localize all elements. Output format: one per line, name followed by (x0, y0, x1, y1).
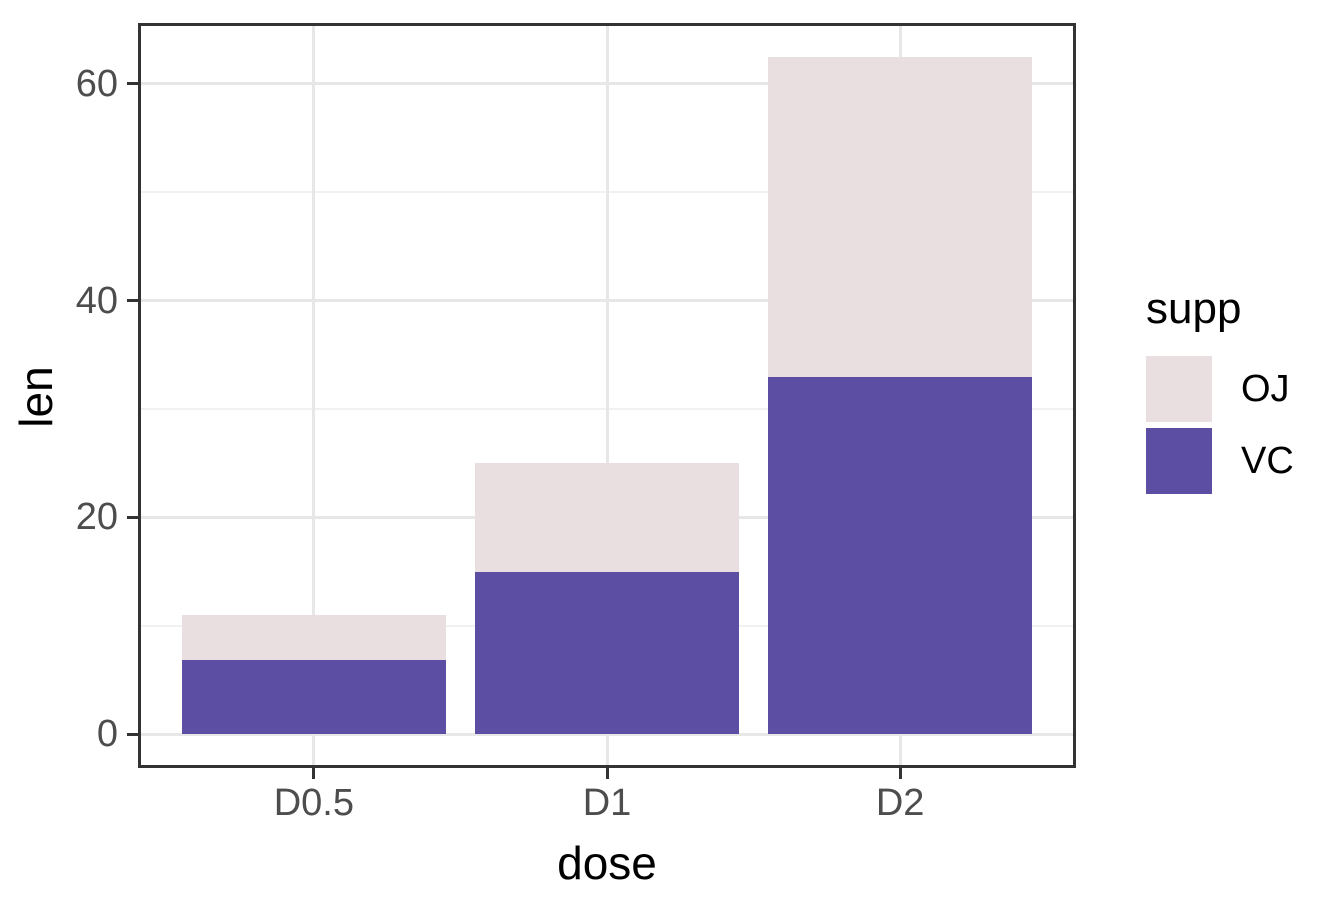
y-axis-title: len (10, 366, 62, 428)
legend: supp OJ VC (1146, 284, 1294, 500)
x-tick-label: D1 (582, 782, 632, 824)
bar-segment-oj (768, 56, 1033, 377)
legend-item-vc: VC (1146, 428, 1294, 495)
bar-segment-vc (475, 571, 739, 735)
y-tick-mark (127, 515, 138, 519)
x-tick-label: D0.5 (273, 782, 355, 824)
legend-title: supp (1146, 284, 1242, 333)
x-axis-title: dose (557, 837, 657, 889)
bar-segment-oj (181, 614, 446, 661)
bar-segment-vc (181, 660, 446, 735)
gridline-major-x (605, 23, 609, 768)
x-tick-label: D2 (875, 782, 925, 824)
x-tick-mark (312, 768, 316, 779)
bar-segment-oj (475, 463, 739, 572)
y-tick-label: 0 (96, 713, 118, 756)
legend-label: OJ (1241, 367, 1290, 410)
gridline-major-x (312, 23, 316, 768)
legend-label: VC (1241, 439, 1294, 482)
legend-swatch (1146, 428, 1212, 495)
y-tick-mark (127, 732, 138, 736)
y-tick-label: 60 (75, 62, 118, 105)
legend-swatch (1146, 356, 1212, 423)
x-tick-mark (605, 768, 609, 779)
y-tick-label: 20 (75, 496, 118, 539)
x-tick-mark (898, 768, 902, 779)
y-tick-mark (127, 299, 138, 303)
y-tick-mark (127, 82, 138, 86)
legend-item-oj: OJ (1146, 356, 1294, 423)
y-tick-label: 40 (75, 279, 118, 322)
bar-segment-vc (768, 376, 1033, 735)
plot-panel (138, 23, 1076, 768)
